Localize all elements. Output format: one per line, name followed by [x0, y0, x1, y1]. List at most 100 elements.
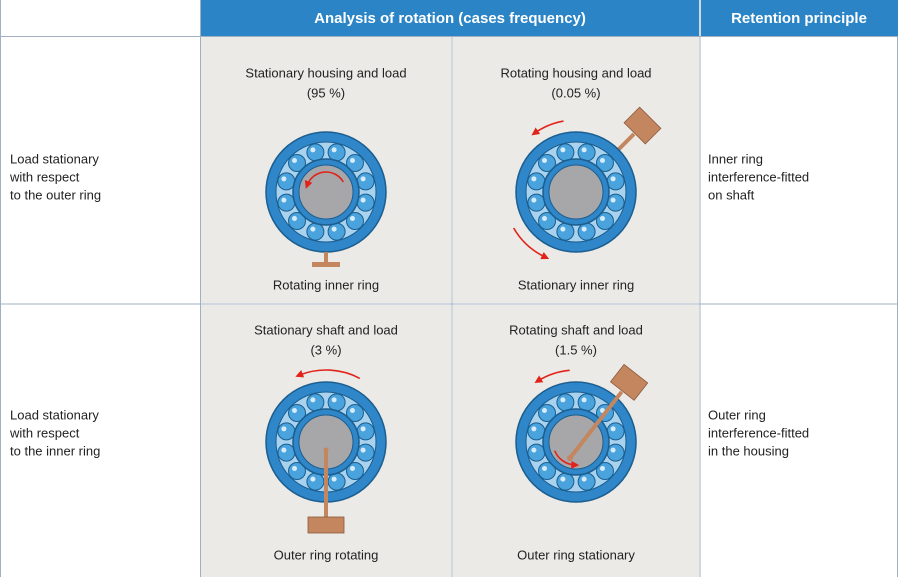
case-frequency: (3 %) — [310, 342, 341, 357]
ball — [556, 393, 575, 412]
case-caption: Rotating inner ring — [273, 277, 379, 292]
rotation-arrow — [553, 450, 580, 469]
rotation-arrow — [304, 171, 345, 189]
ball-shine — [531, 197, 537, 203]
ball-shine — [310, 147, 316, 153]
ball-shine — [542, 215, 548, 221]
case-caption: Outer ring rotating — [274, 547, 379, 562]
ball — [577, 472, 596, 491]
ball-shine — [610, 447, 616, 453]
ball-shine — [360, 176, 366, 182]
ball — [527, 422, 546, 441]
ball — [356, 443, 375, 462]
ball — [527, 443, 546, 462]
ball-shine — [310, 226, 316, 232]
retention: interference-fitted — [708, 169, 809, 184]
ball-shine — [310, 476, 316, 482]
ball-shine — [292, 408, 298, 414]
ball-shine — [292, 215, 298, 221]
ball — [306, 143, 325, 162]
case-caption: Outer ring stationary — [517, 547, 635, 562]
row-label: with respect — [9, 169, 80, 184]
ball-shine — [281, 197, 287, 203]
header-cell — [201, 0, 699, 36]
case-title: Rotating housing and load — [500, 65, 651, 80]
case-title: Rotating shaft and load — [509, 322, 643, 337]
ball-shine — [542, 158, 548, 164]
ball-shine — [581, 147, 587, 153]
load — [307, 516, 345, 534]
bearing — [515, 381, 637, 503]
ball-shine — [281, 447, 287, 453]
ball-shine — [331, 476, 337, 482]
ball — [277, 443, 296, 462]
rotation-arrow — [512, 227, 550, 260]
ball — [577, 143, 596, 162]
ball-shine — [349, 465, 355, 471]
row-label: Load stationary — [10, 407, 99, 422]
header-title: Analysis of rotation (cases frequency) — [314, 10, 586, 27]
bearing — [265, 381, 387, 503]
load-rod — [568, 390, 624, 460]
ball-shine — [349, 215, 355, 221]
ball-shine — [360, 447, 366, 453]
ball — [606, 193, 625, 212]
hub — [548, 164, 604, 220]
ball — [356, 172, 375, 191]
ball-shine — [531, 426, 537, 432]
load — [623, 106, 662, 145]
rotation-arrow — [534, 369, 570, 384]
ball — [606, 422, 625, 441]
ball-shine — [531, 447, 537, 453]
ball-shine — [360, 426, 366, 432]
ball — [356, 193, 375, 212]
ball — [277, 172, 296, 191]
ball — [577, 393, 596, 412]
ball-shine — [542, 408, 548, 414]
ball — [556, 472, 575, 491]
ball-shine — [531, 176, 537, 182]
ball-shine — [610, 176, 616, 182]
ball-shine — [560, 397, 566, 403]
retention: Inner ring — [708, 151, 763, 166]
retention: on shaft — [708, 187, 755, 202]
hub — [298, 164, 354, 220]
ball — [527, 193, 546, 212]
ball — [527, 172, 546, 191]
ball — [277, 422, 296, 441]
header-title: Retention principle — [731, 10, 867, 27]
ball — [306, 222, 325, 241]
ball — [327, 472, 346, 491]
ball-shine — [581, 226, 587, 232]
ball — [556, 222, 575, 241]
ball-shine — [292, 465, 298, 471]
pivot — [567, 455, 573, 461]
retention: Outer ring — [708, 407, 766, 422]
ball-shine — [542, 465, 548, 471]
ball-shine — [599, 158, 605, 164]
row-label: with respect — [9, 425, 80, 440]
retention: interference-fitted — [708, 425, 809, 440]
rotation-arrow — [295, 369, 361, 380]
load-rod — [615, 132, 636, 153]
ball-shine — [599, 465, 605, 471]
ball — [556, 143, 575, 162]
row-label: to the inner ring — [10, 443, 100, 458]
pivot — [323, 447, 329, 453]
ball — [577, 222, 596, 241]
ball-shine — [610, 426, 616, 432]
ball-shine — [331, 226, 337, 232]
ball — [327, 143, 346, 162]
ball-shine — [560, 226, 566, 232]
ball — [327, 222, 346, 241]
ball-shine — [281, 426, 287, 432]
bearing — [515, 131, 637, 253]
case-frequency: (95 %) — [307, 85, 345, 100]
row-label: Load stationary — [10, 151, 99, 166]
ball-shine — [331, 147, 337, 153]
case-title: Stationary housing and load — [245, 65, 406, 80]
ball-shine — [292, 158, 298, 164]
ball — [606, 172, 625, 191]
ball-shine — [349, 408, 355, 414]
